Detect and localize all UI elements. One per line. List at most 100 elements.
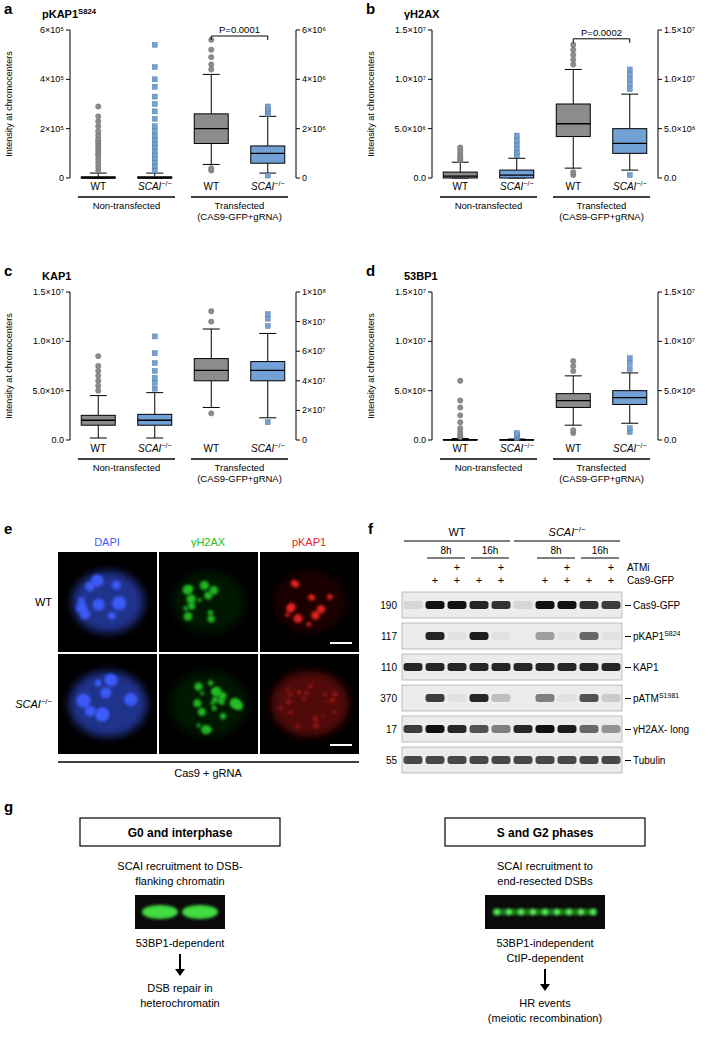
signal [554, 909, 560, 915]
outlier [96, 128, 101, 133]
outlier [571, 47, 576, 52]
superscript: −/− [274, 442, 284, 449]
box-body [138, 177, 172, 178]
outlier [458, 405, 463, 410]
micrograph [260, 552, 359, 652]
whisker-cap [565, 375, 582, 376]
focus [184, 612, 193, 621]
signal [493, 909, 597, 915]
band [602, 601, 621, 609]
band [470, 756, 489, 764]
focus [197, 598, 201, 602]
blot-strip [402, 747, 622, 773]
focus [330, 698, 335, 703]
focus [285, 612, 290, 617]
panel-letter: a [4, 0, 13, 17]
plot-data [443, 42, 647, 178]
outlier [265, 312, 270, 317]
tick-label: 1.5×10⁷ [395, 25, 426, 35]
whisker [629, 153, 630, 170]
superscript: −/− [636, 180, 646, 187]
outlier [627, 356, 632, 361]
whisker [573, 137, 574, 169]
category-label: SCAI−/− [500, 180, 533, 192]
tick-label: 0 [59, 173, 64, 183]
genotype-label: WT [448, 526, 465, 538]
tick [428, 30, 432, 31]
focus [76, 602, 87, 613]
box-body [138, 414, 172, 425]
band [448, 725, 467, 733]
label-dash [625, 636, 631, 637]
group-label: (CAS9-GFP+gRNA) [559, 473, 644, 484]
box-body [81, 177, 115, 178]
median [556, 123, 590, 124]
outlier [627, 361, 632, 366]
median [194, 370, 228, 371]
blot-strip [402, 685, 622, 711]
text-part: SCAI [15, 698, 41, 710]
focus [296, 724, 300, 728]
outlier [571, 368, 576, 373]
focus [108, 612, 116, 620]
median [613, 143, 647, 144]
band [602, 756, 621, 764]
whisker [211, 329, 212, 359]
band [492, 663, 511, 671]
median [613, 397, 647, 398]
significance-bracket [211, 36, 268, 40]
outlier [209, 165, 214, 170]
focus [100, 687, 111, 698]
model-diagram: gG0 and interphaseSCAI recruitment to DS… [4, 798, 645, 1024]
category-label: WT [452, 443, 468, 454]
outlier [458, 398, 463, 403]
y-axis [432, 30, 433, 178]
panel-letter: f [368, 520, 374, 537]
outlier [96, 373, 101, 378]
tick [428, 79, 432, 80]
focus [307, 622, 312, 627]
text-part: SCAI [500, 181, 524, 192]
median [81, 177, 115, 178]
tick [66, 128, 70, 129]
outlier [152, 361, 157, 366]
signal [518, 909, 524, 915]
outlier [571, 427, 576, 432]
box-chart: bγH2AXIntensity at chromocenters0.05.0×1… [366, 0, 696, 222]
blot-strip [402, 623, 622, 649]
focus [288, 710, 292, 714]
outlier [96, 368, 101, 373]
text: (meiotic recombination) [488, 1012, 602, 1024]
whisker-cap [621, 94, 638, 95]
band [470, 601, 489, 609]
band [426, 601, 445, 609]
whisker-cap [259, 333, 276, 334]
outlier [627, 77, 632, 82]
whisker-cap [621, 170, 638, 171]
y-axis [432, 292, 433, 440]
tick-label: 5.0×10⁶ [664, 386, 696, 396]
focus [327, 594, 333, 600]
band [558, 756, 577, 764]
blot-label: Cas9-GFP [633, 600, 681, 611]
blot-label: pKAP1S824 [633, 630, 681, 642]
box [500, 133, 534, 178]
y2-axis [296, 30, 297, 178]
tick-label: 1.5×10⁷ [664, 25, 695, 35]
box [500, 431, 534, 441]
band [580, 663, 599, 671]
outlier [96, 388, 101, 393]
outlier [152, 375, 157, 380]
box [556, 358, 590, 435]
panel-letter: d [366, 262, 375, 279]
whisker [629, 94, 630, 129]
focus [112, 596, 126, 610]
box [194, 309, 228, 417]
image [135, 895, 225, 929]
header-line [404, 541, 510, 542]
text: CtIP-dependent [506, 952, 583, 964]
text-part: pKAP1 [633, 631, 665, 642]
focus [325, 700, 328, 703]
outlier [514, 133, 519, 138]
group-label: (CAS9-GFP+gRNA) [197, 473, 282, 484]
